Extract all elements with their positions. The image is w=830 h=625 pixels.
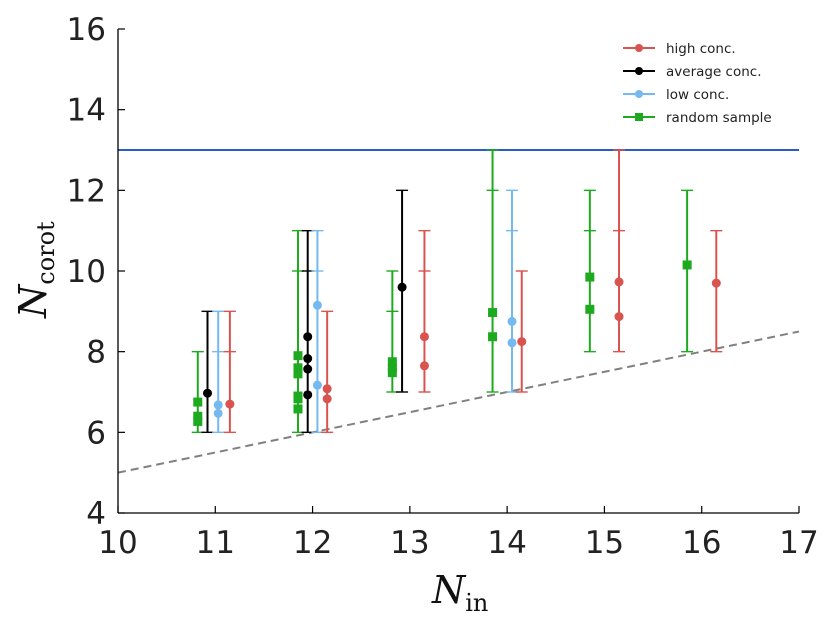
x-tick-label: 17 bbox=[779, 525, 818, 561]
legend-label: high conc. bbox=[666, 41, 736, 57]
x-tick-label: 10 bbox=[98, 525, 137, 561]
y-tick-label: 8 bbox=[86, 335, 106, 371]
data-point bbox=[303, 364, 313, 374]
legend-entry-random: random sample bbox=[623, 110, 772, 126]
data-point bbox=[213, 408, 223, 418]
data-point bbox=[203, 388, 213, 398]
data-point bbox=[213, 400, 223, 410]
data-point bbox=[293, 369, 303, 379]
series-high bbox=[223, 149, 723, 434]
data-point bbox=[488, 308, 498, 318]
data-point bbox=[322, 384, 332, 394]
y-tick-label: 10 bbox=[67, 254, 106, 290]
data-point bbox=[682, 260, 692, 270]
x-tick-label: 16 bbox=[682, 525, 721, 561]
x-tick-label: 15 bbox=[585, 525, 624, 561]
reference-line-lower-bound bbox=[117, 330, 800, 474]
data-point bbox=[585, 272, 595, 282]
y-tick-label: 4 bbox=[86, 496, 106, 532]
x-tick-label: 12 bbox=[293, 525, 332, 561]
data-point bbox=[397, 282, 407, 292]
legend-marker bbox=[635, 113, 643, 121]
data-point bbox=[303, 332, 313, 342]
data-point bbox=[193, 411, 203, 421]
data-point bbox=[419, 361, 429, 371]
data-point bbox=[303, 390, 313, 400]
y-axis-label: Ncorot bbox=[11, 221, 60, 319]
data-point bbox=[312, 380, 322, 390]
data-point bbox=[507, 338, 517, 348]
data-point bbox=[322, 394, 332, 404]
data-point bbox=[711, 278, 721, 288]
data-point bbox=[614, 312, 624, 322]
legend: high conc. average conc. low conc. random s… bbox=[623, 41, 772, 126]
data-point bbox=[303, 354, 313, 364]
legend-entry-high: high conc. bbox=[623, 41, 736, 57]
legend-entry-low: low conc. bbox=[623, 87, 729, 103]
legend-marker bbox=[635, 67, 643, 75]
plot-area bbox=[117, 149, 800, 474]
data-point bbox=[585, 304, 595, 314]
x-axis-label: Nin bbox=[431, 568, 488, 617]
data-point bbox=[293, 363, 303, 373]
series-random bbox=[191, 149, 694, 434]
data-point bbox=[387, 363, 397, 373]
data-point bbox=[193, 397, 203, 407]
data-point bbox=[614, 277, 624, 287]
legend-marker bbox=[635, 90, 643, 98]
data-point bbox=[387, 368, 397, 378]
legend-label: random sample bbox=[666, 110, 772, 126]
data-point bbox=[517, 337, 527, 347]
data-point bbox=[293, 394, 303, 404]
y-tick-label: 12 bbox=[67, 173, 106, 209]
data-point bbox=[507, 316, 517, 326]
data-point bbox=[488, 332, 498, 342]
data-point bbox=[419, 332, 429, 342]
data-point bbox=[293, 404, 303, 414]
series-average bbox=[201, 189, 409, 434]
data-point bbox=[225, 399, 235, 409]
legend-entry-average: average conc. bbox=[623, 64, 762, 80]
legend-marker bbox=[635, 44, 643, 52]
legend-label: average conc. bbox=[666, 64, 762, 80]
data-point bbox=[293, 351, 303, 361]
legend-label: low conc. bbox=[666, 87, 729, 103]
series-low bbox=[212, 189, 519, 434]
data-point bbox=[193, 416, 203, 426]
data-point bbox=[387, 357, 397, 367]
data-point bbox=[312, 300, 322, 310]
y-ticks: 4 6 8 10 12 14 16 bbox=[67, 12, 125, 532]
y-tick-label: 16 bbox=[67, 12, 106, 48]
y-tick-label: 6 bbox=[86, 415, 106, 451]
x-ticks: 10 11 12 13 14 15 16 17 bbox=[98, 506, 819, 561]
x-tick-label: 13 bbox=[390, 525, 429, 561]
x-tick-label: 14 bbox=[487, 525, 526, 561]
x-tick-label: 11 bbox=[196, 525, 235, 561]
y-tick-label: 14 bbox=[67, 93, 106, 129]
